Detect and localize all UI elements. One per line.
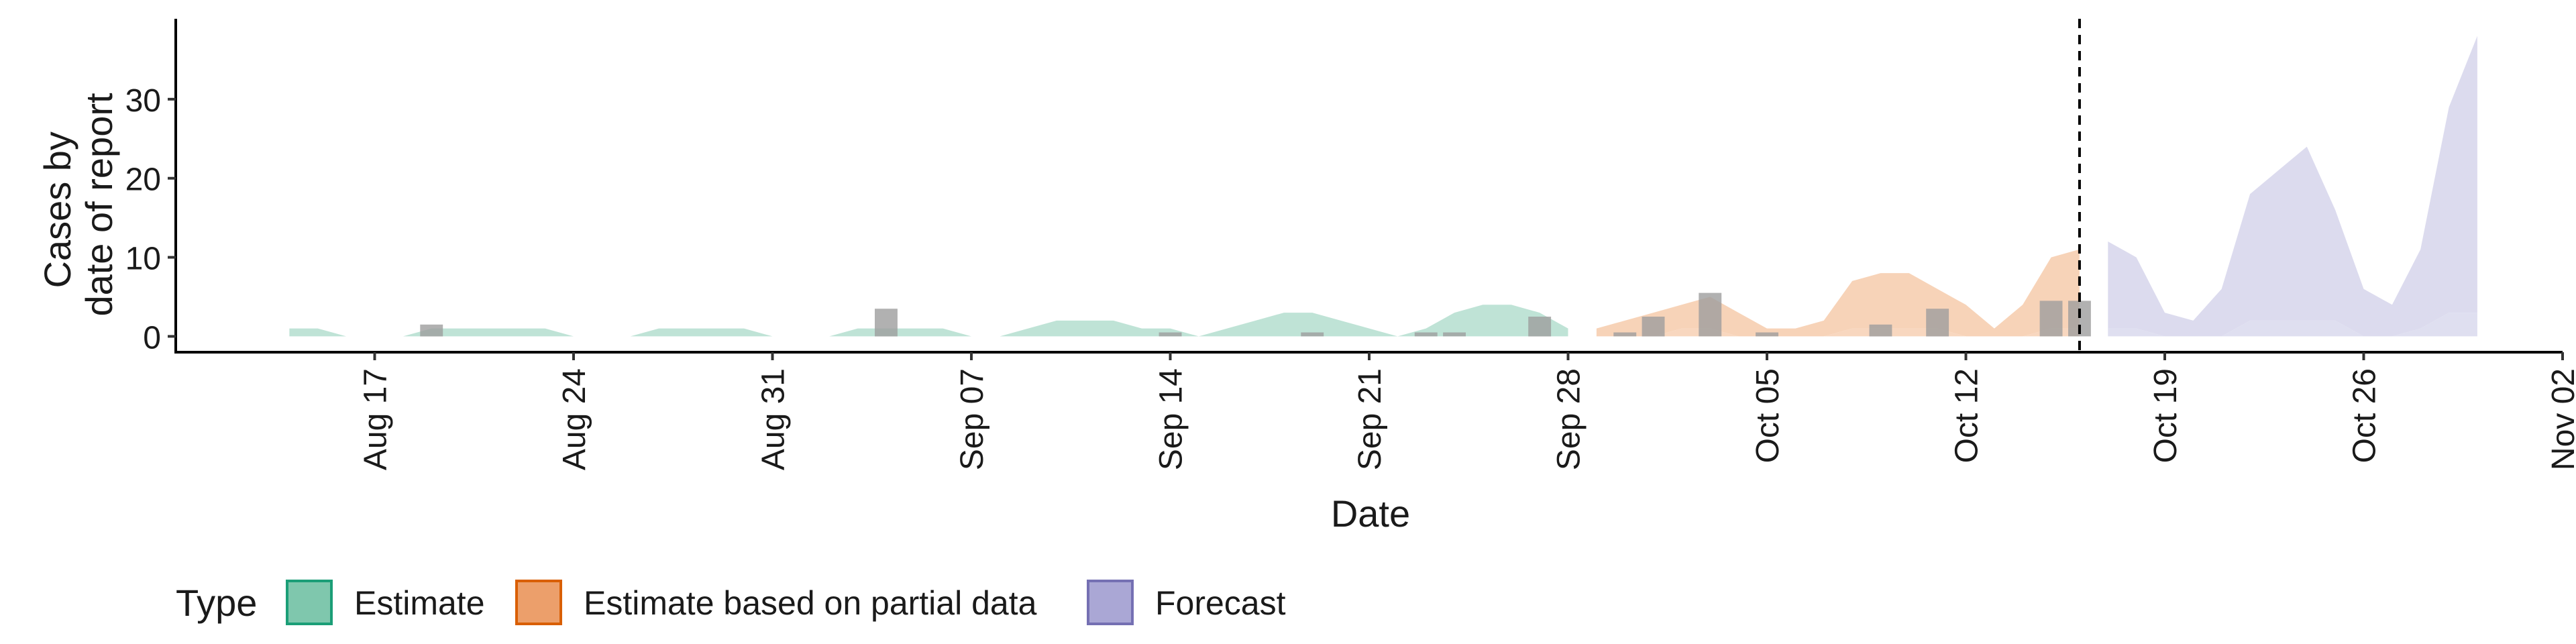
reported-case-bar-8 (1613, 332, 1637, 337)
x-tick-label-6: Sep 28 (1552, 368, 1587, 470)
reported-case-bar-7 (1528, 317, 1552, 337)
x-tick-label-5: Sep 21 (1352, 368, 1388, 470)
y-tick-label-20: 20 (125, 162, 161, 198)
reported-case-bar-9 (1642, 317, 1665, 337)
reported-case-bar-10 (1699, 292, 1722, 337)
reported-case-bar-12 (1869, 324, 1892, 337)
legend-key-1 (286, 580, 333, 625)
x-axis-title: Date (1331, 492, 1410, 535)
x-tick-label-8: Oct 12 (1949, 368, 1985, 463)
legend-key-3 (1087, 580, 1134, 625)
legend-label-2: Estimate based on partial data (584, 584, 1037, 622)
reported-case-bar-5 (1414, 332, 1438, 337)
reported-case-bar-14 (2039, 301, 2063, 337)
legend-label-3: Forecast (1155, 584, 1286, 622)
reported-case-bar-6 (1443, 332, 1466, 337)
x-tick-label-3: Sep 07 (955, 368, 990, 470)
x-tick-label-10: Oct 26 (2347, 368, 2383, 463)
x-tick-label-2: Aug 31 (756, 368, 792, 470)
reported-case-bar-13 (1926, 309, 1949, 337)
y-axis-title: Cases by date of report (36, 93, 120, 317)
y-tick-label-30: 30 (125, 83, 161, 119)
y-axis-title-line-1: Cases by (36, 131, 78, 288)
plot-area (289, 19, 2477, 352)
x-tick-label-9: Oct 19 (2148, 368, 2184, 463)
legend-title: Type (176, 582, 257, 624)
x-tick-label-0: Aug 17 (358, 368, 394, 470)
y-axis-title-line-2: date of report (78, 93, 120, 317)
reported-case-bar-11 (1756, 332, 1778, 337)
reported-case-bar-1 (420, 324, 443, 337)
axes: 0 10 20 30 Aug 17 Aug 24 Aug 31 Sep 07 Sep 14 Sep… (125, 19, 2576, 470)
series-ribbon-2 (1596, 249, 2080, 337)
x-tick-label-1: Aug 24 (557, 368, 592, 470)
series-inner-band-3 (2108, 313, 2477, 337)
x-tick-label-4: Sep 14 (1154, 368, 1189, 470)
legend-label-1: Estimate (354, 584, 485, 622)
series-ribbon-3 (2108, 36, 2477, 337)
reported-case-bar-2 (875, 309, 898, 337)
y-tick-label-0: 0 (143, 320, 161, 356)
y-tick-label-10: 10 (125, 241, 161, 277)
reported-case-bar-4 (1301, 332, 1324, 337)
reported-case-bar-3 (1159, 332, 1182, 337)
x-tick-label-11: Nov 02 (2546, 368, 2576, 470)
x-tick-label-7: Oct 05 (1750, 368, 1786, 463)
legend: Type Estimate Estimate based on partial d… (176, 580, 1286, 625)
legend-key-2 (515, 580, 562, 625)
series-ribbon-1 (289, 305, 1568, 337)
